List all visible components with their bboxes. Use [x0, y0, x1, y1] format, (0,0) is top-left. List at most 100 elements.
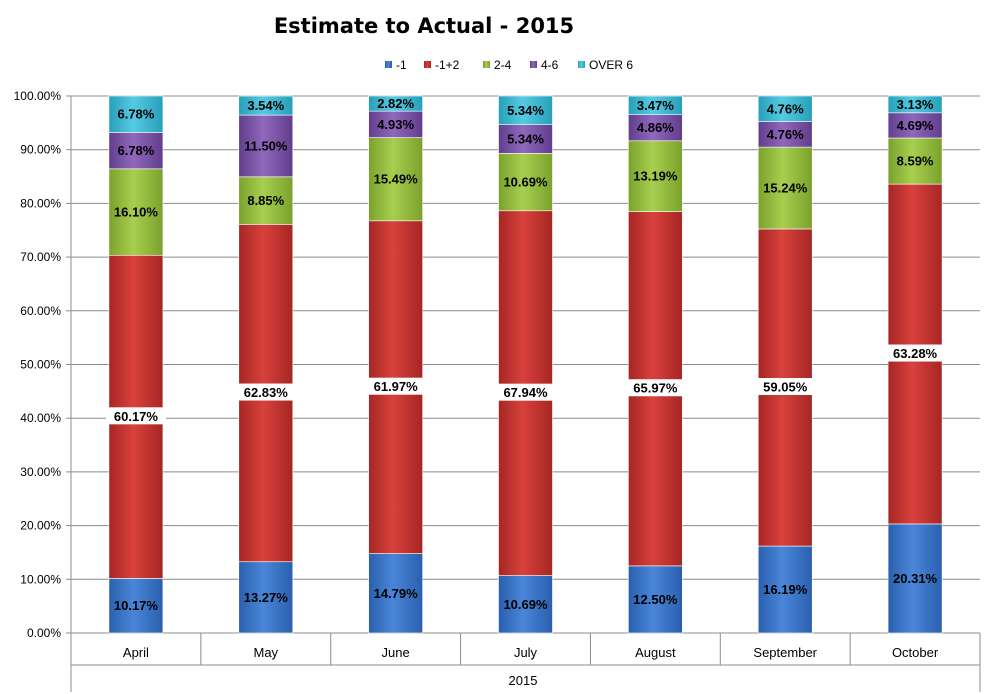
y-tick-label: 60.00%: [20, 304, 61, 318]
bar-segment: [368, 95, 423, 112]
data-label: 4.76%: [767, 101, 804, 116]
legend-swatch: [530, 61, 537, 68]
data-label: 3.54%: [247, 98, 284, 113]
bar-segment: [108, 95, 164, 133]
data-label: 3.47%: [637, 98, 674, 113]
data-label: 8.59%: [897, 154, 934, 169]
data-label: 4.69%: [897, 118, 934, 133]
legend-swatch: [424, 61, 431, 68]
data-label: 16.10%: [114, 205, 159, 220]
data-label-group: 65.97%: [625, 379, 686, 397]
data-label: 16.19%: [763, 582, 808, 597]
data-label-group: 63.28%: [885, 344, 946, 362]
data-label: 8.85%: [247, 193, 284, 208]
x-tick-label: June: [382, 645, 410, 660]
bar-segment: [498, 95, 553, 125]
y-tick-label: 70.00%: [20, 250, 61, 264]
x-group-label: 2015: [509, 673, 538, 688]
legend-swatch: [385, 61, 392, 68]
data-label: 10.69%: [503, 175, 548, 190]
legend-swatch: [483, 61, 490, 68]
y-tick-label: 10.00%: [20, 572, 61, 586]
bar-segment: [238, 114, 294, 178]
bar-segment: [368, 553, 423, 634]
data-label: 65.97%: [633, 381, 678, 396]
data-label: 5.34%: [507, 132, 544, 147]
bar-segment: [108, 168, 164, 256]
bar-segment: [887, 112, 943, 139]
legend-label: OVER 6: [589, 58, 633, 72]
data-label-background: [365, 377, 426, 395]
data-label-background: [495, 383, 556, 401]
bar-segment: [368, 137, 423, 222]
bar-segment: [108, 132, 164, 170]
y-tick-label: 50.00%: [20, 358, 61, 372]
legend-label: 2-4: [494, 58, 512, 72]
data-label: 59.05%: [763, 380, 808, 395]
x-tick-label: August: [635, 645, 676, 660]
data-label: 13.19%: [633, 169, 678, 184]
data-label: 4.86%: [637, 120, 674, 135]
legend-label: 4-6: [541, 58, 559, 72]
legend-swatch: [578, 61, 585, 68]
data-label-background: [885, 344, 946, 362]
bar-segment: [757, 146, 813, 230]
data-label-background: [105, 407, 166, 425]
y-tick-label: 100.00%: [14, 89, 62, 103]
bar-segment: [757, 121, 813, 148]
bar-segment: [757, 545, 813, 634]
data-label: 2.82%: [377, 96, 414, 111]
data-label: 6.78%: [117, 107, 154, 122]
x-tick-label: July: [514, 645, 538, 660]
data-label-group: 60.17%: [105, 407, 166, 425]
x-tick-label: September: [753, 645, 817, 660]
bar-segment: [238, 176, 294, 225]
data-label: 10.17%: [114, 598, 159, 613]
bar-segment: [628, 95, 683, 115]
bar-segment: [498, 124, 553, 154]
data-label-group: 62.83%: [235, 383, 296, 401]
data-label: 60.17%: [114, 409, 159, 424]
data-label: 6.78%: [117, 143, 154, 158]
data-label: 15.24%: [763, 181, 808, 196]
data-label: 14.79%: [374, 586, 419, 601]
y-tick-label: 40.00%: [20, 411, 61, 425]
data-label: 15.49%: [374, 172, 419, 187]
data-label: 61.97%: [374, 379, 419, 394]
y-tick-label: 0.00%: [27, 626, 61, 640]
legend-label: -1: [396, 58, 407, 72]
data-label: 10.69%: [503, 597, 548, 612]
data-label-group: 61.97%: [365, 377, 426, 395]
bar-segment: [108, 578, 164, 634]
data-labels: 10.17% 60.17% 16.10% 6.78% 6.78% 13.27% 62.83%…: [105, 96, 946, 613]
x-tick-label: October: [892, 645, 939, 660]
data-label-background: [235, 383, 296, 401]
data-label-group: 67.94%: [495, 383, 556, 401]
data-label: 13.27%: [244, 590, 289, 605]
x-tick-label: May: [254, 645, 279, 660]
data-label: 67.94%: [503, 385, 548, 400]
data-label: 12.50%: [633, 592, 678, 607]
data-label-group: 59.05%: [755, 378, 816, 396]
data-label: 20.31%: [893, 571, 938, 586]
y-tick-label: 90.00%: [20, 143, 61, 157]
data-label: 4.93%: [377, 117, 414, 132]
data-label: 5.34%: [507, 103, 544, 118]
data-label: 11.50%: [244, 138, 288, 153]
data-label: 62.83%: [244, 385, 289, 400]
legend-label: -1+2: [435, 58, 460, 72]
data-label: 4.76%: [767, 127, 804, 142]
y-tick-label: 20.00%: [20, 519, 61, 533]
y-tick-label: 30.00%: [20, 465, 61, 479]
y-tick-label: 80.00%: [20, 196, 61, 210]
data-label-background: [755, 378, 816, 396]
x-tick-label: April: [123, 645, 149, 660]
bar-segment: [628, 114, 683, 142]
data-label: 63.28%: [893, 346, 938, 361]
data-label: 3.13%: [897, 97, 934, 112]
bar-segment: [887, 523, 943, 634]
chart-title: Estimate to Actual - 2015: [274, 14, 574, 38]
bar-segment: [628, 565, 683, 634]
bar-segment: [368, 110, 423, 138]
